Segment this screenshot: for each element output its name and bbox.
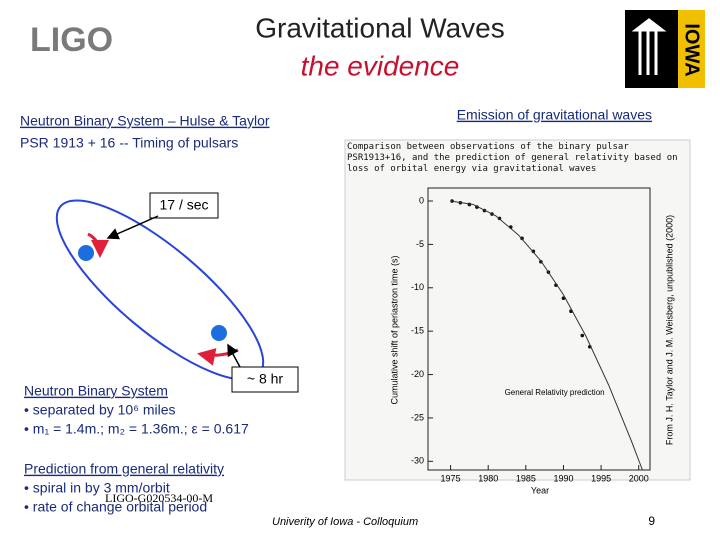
figure-caption: Comparison between observations of the b… [347, 142, 678, 174]
system-title: Neutron Binary System [24, 383, 168, 399]
y-tick-label: -25 [411, 412, 424, 422]
x-axis-label: Year [531, 485, 549, 495]
y-tick-label: -10 [411, 282, 424, 292]
x-tick-label: 1995 [591, 473, 611, 483]
callout [149, 192, 219, 219]
figure-background [344, 139, 691, 481]
y-tick-label: 0 [419, 195, 424, 205]
x-tick-label: 1975 [441, 473, 461, 483]
title: Gravitational Waves [255, 12, 505, 43]
callout-text: ~ 8 hr [247, 371, 284, 387]
y-tick-label: -5 [416, 239, 424, 249]
left-subheading: PSR 1913 + 16 -- Timing of pulsars [20, 135, 238, 151]
motion-arrow [87, 232, 109, 258]
data-point [580, 333, 585, 338]
plot-frame [427, 187, 651, 471]
logo-left: LIGO [30, 21, 113, 59]
y-tick-label: -20 [411, 369, 424, 379]
bullet: • separated by 10⁶ miles [24, 402, 176, 418]
callout [231, 366, 299, 393]
y-tick-label: -30 [411, 456, 424, 466]
bullet: • rate of change orbital period [24, 499, 207, 515]
prediction-line [450, 200, 643, 471]
credit: From J. H. Taylor and J. M. Weisberg, un… [664, 215, 674, 445]
callout-arrow [106, 215, 159, 240]
subtitle: the evidence [301, 50, 460, 81]
prediction-title: Prediction from general relativity [24, 461, 224, 477]
venue: Univerity of Iowa - Colloquium [272, 516, 418, 528]
right-heading: Emission of gravitational waves [457, 107, 652, 123]
page-number: 9 [648, 514, 655, 528]
x-tick-label: 1985 [516, 473, 536, 483]
line-annotation: General Relativity prediction [505, 388, 605, 397]
y-tick-label: -15 [411, 326, 424, 336]
logo-right: IOWA [681, 23, 703, 76]
star [211, 325, 227, 341]
y-axis-label: Cumulative shift of periastron time (s) [389, 255, 399, 404]
logo-right-band [678, 10, 705, 88]
bullet: • m₁ = 1.4m.; m₂ = 1.36m.; ε = 0.617 [24, 421, 249, 437]
doc-id: LIGO-G020534-00-M [105, 491, 213, 505]
callout-arrow [227, 343, 241, 368]
bullet: • spiral in by 3 mm/orbit [24, 480, 170, 496]
logo-building [631, 18, 667, 75]
left-heading: Neutron Binary System – Hulse & Taylor [20, 113, 270, 129]
star [78, 245, 94, 261]
figure-caption-box: Comparison between observations of the b… [347, 142, 678, 174]
x-tick-label: 2000 [629, 473, 649, 483]
callout-text: 17 / sec [159, 197, 208, 213]
x-tick-label: 1980 [478, 473, 498, 483]
x-tick-label: 1990 [553, 473, 573, 483]
